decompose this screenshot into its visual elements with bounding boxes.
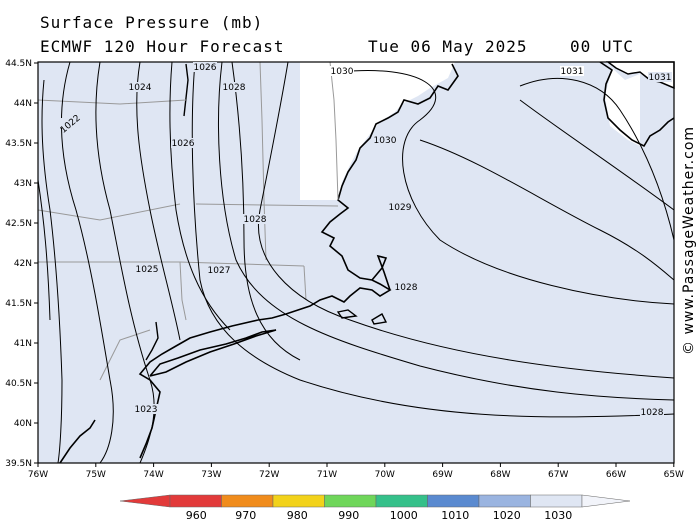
coastline-new-england [257,63,459,321]
lon-label: 76W [28,470,48,480]
lon-label: 75W [86,470,106,480]
coastline-islands [336,309,388,325]
isobar-label-bg [373,135,397,145]
isobar-label: 1028 [223,83,246,93]
lat-label: 40N [14,419,32,429]
isobar-label: 1031 [561,67,584,77]
legend-label: 1020 [493,509,521,522]
coastline-delaware-bay [59,419,96,464]
legend-label: 1000 [390,509,418,522]
lat-label: 40.5N [5,379,32,389]
map-title: Surface Pressure (mb) [40,13,264,32]
isobar-label-bg [648,72,672,82]
lon-label: 66W [606,470,626,480]
legend-label: 1030 [544,509,572,522]
pressure-legend: 960 970 980 990 1000 1010 1020 1030 [119,494,631,522]
lat-label: 41N [14,339,32,349]
model-label: ECMWF 120 Hour Forecast [40,37,285,56]
isobar-label: 1029 [389,203,412,213]
coastline-hudson [145,321,159,361]
latitude-axis: 44.5N 44N 43.5N 43N 42.5N 42N 41.5N 41N 40.5N 40N… [5,59,38,469]
isobar-label-bg [171,138,195,148]
lon-label: 72W [259,470,279,480]
state-borders [37,61,339,381]
isobar-label: 1026 [172,139,195,149]
legend-swatch [221,494,274,508]
isobar-label-bg [560,66,584,76]
legend-swatch [272,494,325,508]
isobar-label-bg [128,82,152,92]
isobar-label-bg [60,118,84,128]
coastline-cape-cod [371,254,391,291]
forecast-datetime: Tue 06 May 2025 00 UTC [368,37,634,56]
legend-right-arrow [581,494,631,508]
isobar-label: 1028 [395,283,418,293]
isobar-label: 1028 [244,215,267,225]
lat-label: 43N [14,179,32,189]
legend-swatch [169,494,222,508]
lat-label: 41.5N [5,299,32,309]
lon-label: 67W [548,470,568,480]
isobar-label: 1027 [208,266,231,276]
coastline-lake-champlain [183,63,189,117]
isobar-label-bg [388,202,412,212]
isobar-label: 1024 [129,83,152,93]
legend-label: 970 [235,509,256,522]
legend-label: 1010 [441,509,469,522]
copyright-text: © www.PassageWeather.com [681,125,697,355]
isobar-label-bg [330,66,354,76]
isobar-label: 1031 [649,73,672,83]
isobar-label-bg [640,407,664,417]
isobar-label-bg [207,265,231,275]
lat-label: 44.5N [5,59,32,69]
isobar-label: 1030 [374,136,397,146]
isobar-label: 1025 [136,265,159,275]
isobar-label: 1023 [135,405,158,415]
lon-label: 68W [490,470,510,480]
legend-swatch [324,494,377,508]
legend-left-arrow [119,494,171,508]
longitude-axis: 76W 75W 74W 73W 72W 71W 70W 69W 68W 67W 66W 65W [28,463,684,480]
legend-swatch [427,494,480,508]
lon-label: 74W [143,470,163,480]
lat-label: 42.5N [5,219,32,229]
legend-label: 990 [338,509,359,522]
lon-label: 65W [664,470,684,480]
isobar-label-bg [243,214,267,224]
lon-label: 69W [432,470,452,480]
isobar-label: 1030 [331,67,354,77]
lon-label: 71W [317,470,337,480]
isobar-label-bg [134,404,158,414]
forecast-date: Tue 06 May 2025 [368,37,528,56]
legend-swatch [375,494,428,508]
isobar-label-bg [394,282,418,292]
coastline-nova-scotia [599,61,675,148]
isobar-label-bg [193,62,217,72]
lat-label: 43.5N [5,139,32,149]
lon-label: 73W [201,470,221,480]
lat-label: 44N [14,99,32,109]
isobar-label-bg [222,82,246,92]
isobars [37,61,675,464]
isobar-label: 1028 [641,408,664,418]
legend-swatch [530,494,583,508]
lon-label: 70W [375,470,395,480]
coastline-long-island [149,329,277,377]
isobar-label-bg [135,264,159,274]
lat-label: 39.5N [5,459,32,469]
land-maine [300,62,674,200]
legend-label: 980 [287,509,308,522]
forecast-time: 00 UTC [570,37,634,56]
isobar-label: 1026 [194,63,217,73]
lat-label: 42N [14,259,32,269]
legend-swatch [478,494,531,508]
legend-label: 960 [186,509,207,522]
